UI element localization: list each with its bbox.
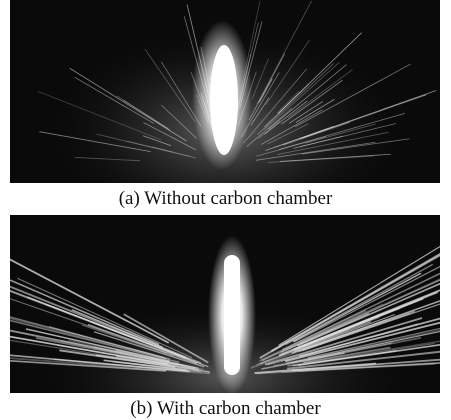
page: {"panels": [{"caption": "(a) Without car…	[0, 0, 451, 420]
arc-center	[210, 45, 238, 155]
caption: (a) Without carbon chamber	[0, 188, 451, 210]
figure: (a) Without carbon chamber (b) With carb…	[0, 0, 451, 420]
photo	[10, 215, 440, 393]
caption: (b) With carbon chamber	[0, 398, 451, 420]
arc-center	[224, 255, 240, 375]
photo	[10, 0, 440, 183]
